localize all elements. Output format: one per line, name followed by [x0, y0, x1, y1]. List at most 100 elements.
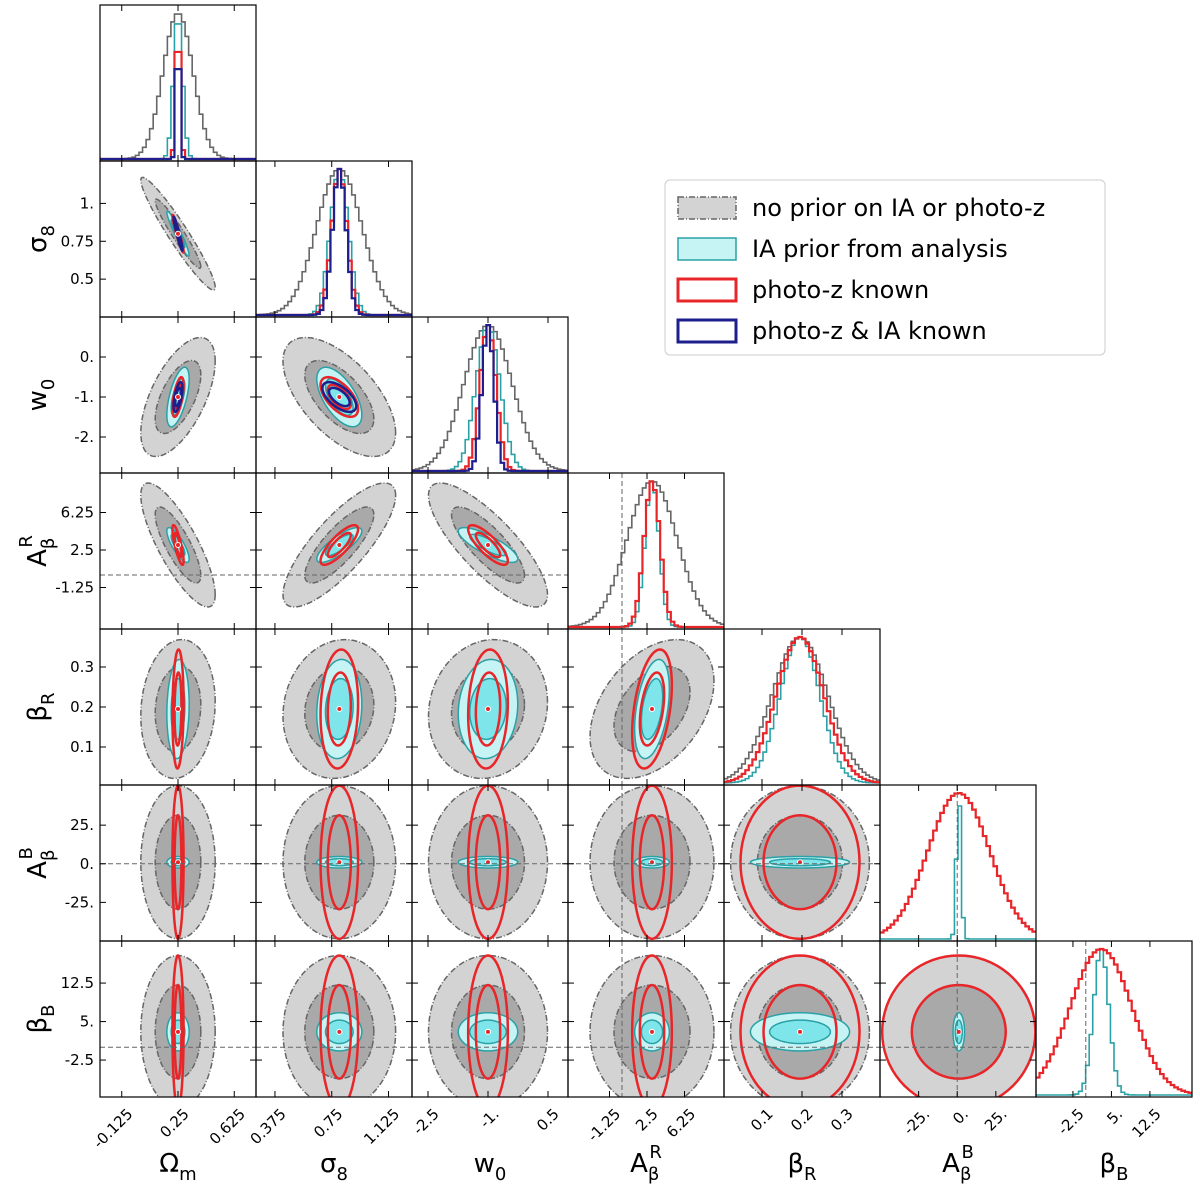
contour [630, 648, 674, 770]
x-tick-label: 12.5 [1128, 1105, 1164, 1141]
fiducial-point [175, 394, 181, 400]
panel [255, 784, 413, 942]
panel [723, 784, 881, 942]
panel-content [412, 482, 568, 608]
panel [567, 628, 725, 786]
x-tick-label: 2.5 [632, 1105, 662, 1135]
panel [879, 784, 1037, 942]
contour [638, 671, 666, 747]
y-tick-label: -2. [74, 428, 94, 446]
fiducial-point [175, 542, 181, 548]
panel: -0.125 0.25 0.625 -2.5 5. 12.5 [61, 940, 257, 1152]
y-axis-label: AβB [16, 847, 59, 879]
legend-label: photo-z & IA known [752, 317, 987, 345]
x-tick-label: 0.25 [156, 1105, 192, 1141]
contour [173, 813, 183, 911]
contour [319, 523, 360, 567]
x-axis-label: σ8 [320, 1149, 348, 1185]
contour [173, 983, 183, 1081]
label-symbol: β [23, 1017, 53, 1034]
y-tick-label: 25. [70, 816, 94, 834]
x-tick-label: -2.5 [1054, 1105, 1087, 1138]
label-symbol: β [1100, 1149, 1117, 1179]
label-sub: β [648, 1164, 660, 1185]
x-axis-label: AβR [630, 1142, 662, 1185]
x-axis-label: Ωm [159, 1149, 196, 1185]
x-tick-label: -1. [476, 1105, 503, 1132]
panel-content [568, 785, 724, 941]
panel-content [724, 635, 880, 784]
panel-content [724, 954, 880, 1097]
contour [171, 954, 185, 1097]
label-symbol: A [630, 1149, 648, 1179]
x-axis-label: AβB [942, 1142, 974, 1185]
panel [723, 628, 881, 786]
y-tick-label: 0.5 [70, 270, 94, 288]
label-sub: B [1116, 1164, 1128, 1185]
y-tick-label: -2.5 [65, 1051, 94, 1069]
contour [171, 785, 185, 941]
contour [466, 648, 510, 770]
y-axis-label: βB [23, 1005, 59, 1034]
label-sub: β [38, 538, 59, 550]
y-tick-label: -1. [74, 388, 94, 406]
contour [474, 531, 502, 559]
contour [319, 375, 360, 419]
label-sub: R [38, 692, 59, 705]
panel: -1.252.56.25 [55, 472, 257, 630]
panel [255, 628, 413, 786]
contour [630, 954, 674, 1097]
panel: 0.375 0.75 1.125 [247, 940, 413, 1148]
panel: -2.5 5. 12.5 [1035, 940, 1193, 1141]
y-tick-label: 0.3 [70, 658, 94, 676]
histogram [256, 168, 412, 316]
panel-content [1036, 941, 1192, 1097]
contour [466, 785, 510, 941]
contour [326, 383, 353, 411]
legend-swatch [677, 196, 737, 220]
histogram [568, 480, 724, 628]
contour [172, 380, 184, 414]
y-axis-label: βR [23, 692, 59, 721]
panel [411, 628, 569, 786]
contour [474, 814, 502, 911]
x-tick-label: 6.25 [663, 1105, 699, 1141]
fiducial-point [649, 1028, 655, 1035]
contour [171, 648, 185, 770]
contour [474, 983, 502, 1080]
legend-frame [664, 179, 1106, 356]
contour [319, 785, 360, 941]
histogram [724, 635, 880, 784]
legend-label: no prior on IA or photo-z [752, 194, 1045, 222]
fiducial-point [336, 706, 343, 712]
legend-label: photo-z known [752, 276, 929, 304]
contour [739, 785, 861, 941]
histogram [1036, 947, 1192, 1094]
panel-content [282, 638, 397, 780]
x-tick-label: -0.125 [90, 1105, 137, 1152]
label-symbol: A [23, 861, 53, 879]
label-symbol: A [23, 549, 53, 567]
legend: no prior on IA or photo-z IA prior from a… [664, 179, 1106, 356]
label-sub: 0 [495, 1164, 506, 1185]
histogram [880, 791, 1036, 934]
label-sub: m [179, 1164, 197, 1185]
y-tick-label: -1.25 [55, 579, 94, 597]
fiducial-point [175, 1028, 181, 1035]
label-sub: 0 [38, 379, 59, 390]
contour [326, 671, 353, 747]
panel-content [282, 336, 397, 458]
panel-content [589, 629, 715, 785]
legend-label: IA prior from analysis [752, 235, 1008, 263]
contour [762, 814, 838, 911]
fiducial-point [175, 706, 181, 712]
label-symbol: σ [320, 1149, 336, 1179]
label-sub: β [38, 850, 59, 862]
label-sub: β [960, 1164, 972, 1185]
contour [638, 983, 666, 1080]
contour [638, 814, 666, 911]
x-tick-label: 1.125 [360, 1105, 403, 1148]
contour [319, 954, 360, 1097]
panel-content [427, 638, 549, 780]
